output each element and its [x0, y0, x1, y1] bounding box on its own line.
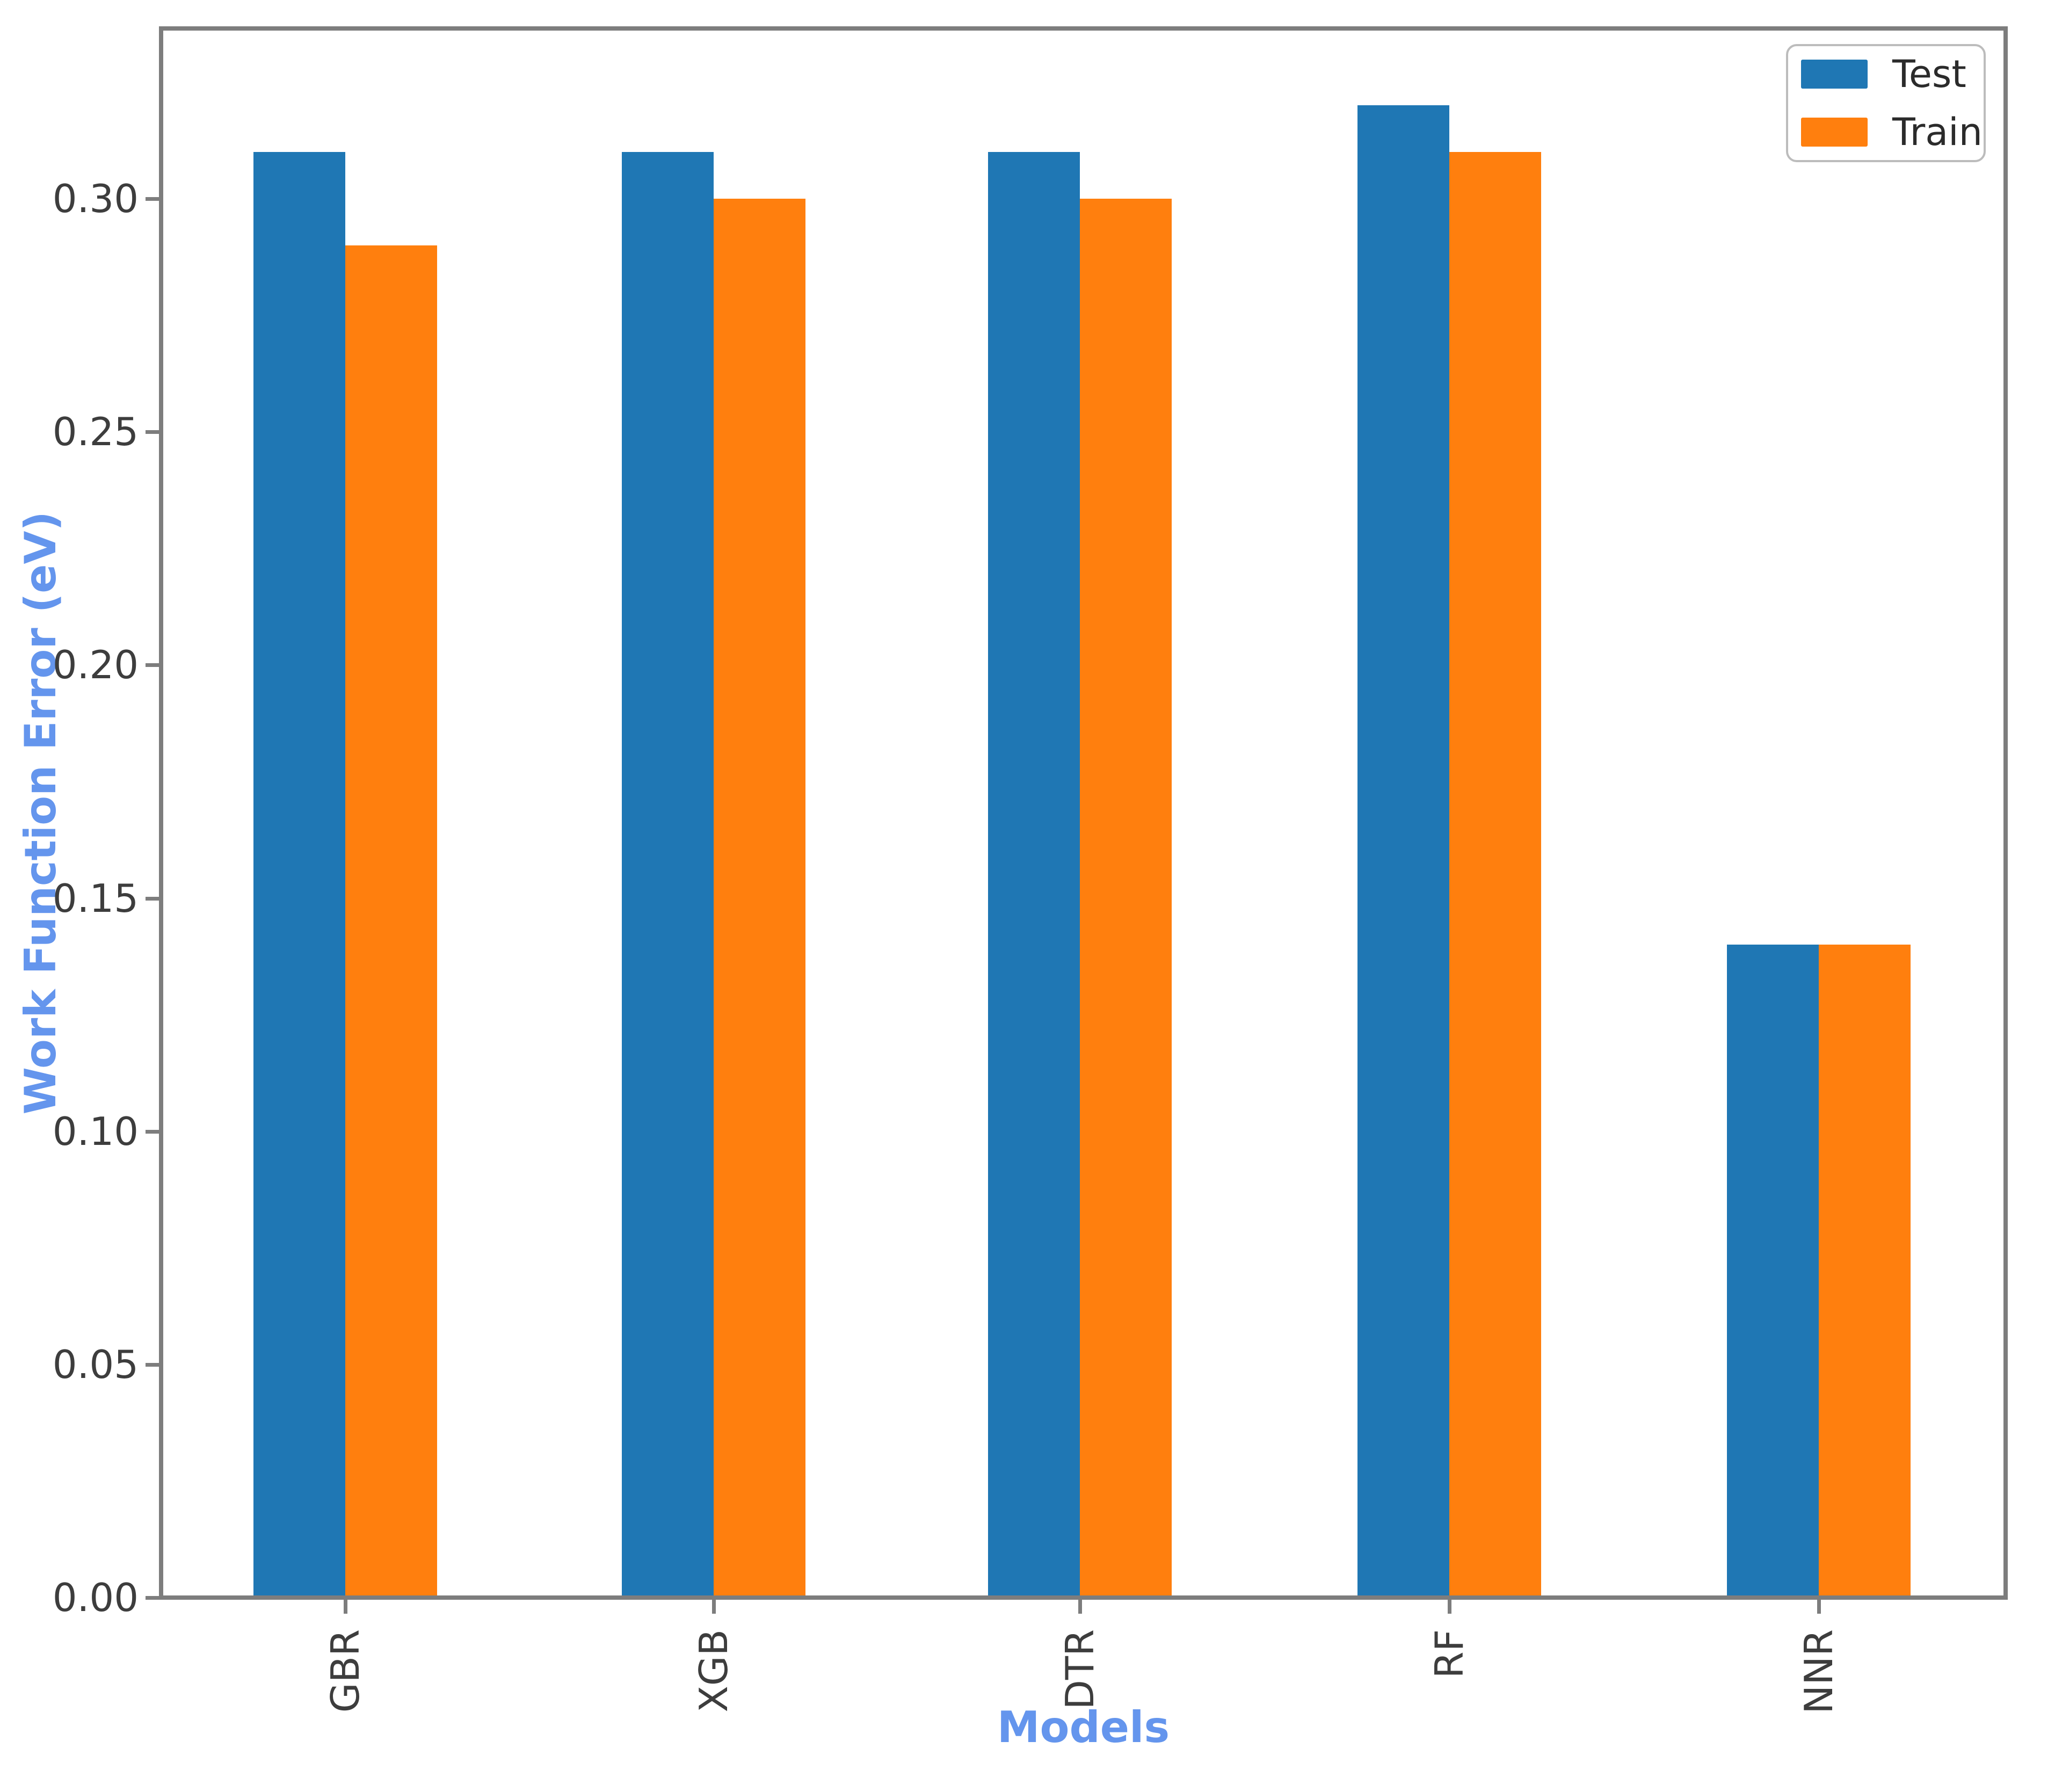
y-tick [146, 430, 159, 434]
y-tick-label: 0.00 [52, 1575, 139, 1620]
x-tick-label-nnr: NNR [1787, 1629, 1851, 1790]
bar-train-gbr [345, 245, 437, 1595]
y-axis-title: Work Function Error (eV) [15, 511, 66, 1115]
bar-test-nnr [1727, 945, 1819, 1595]
legend-row-test: Test [1801, 52, 1984, 96]
y-tick [146, 896, 159, 901]
y-tick-label: 0.05 [52, 1341, 139, 1387]
legend-swatch-test [1801, 60, 1868, 89]
y-tick [146, 1129, 159, 1134]
y-tick [146, 1362, 159, 1367]
legend-row-train: Train [1801, 110, 1984, 154]
bar-train-nnr [1819, 945, 1911, 1595]
x-tick [712, 1600, 716, 1614]
legend-label-test: Test [1892, 52, 1966, 96]
x-tick-label-text: XGB [691, 1629, 736, 1713]
x-tick-label-text: GBR [323, 1629, 368, 1713]
x-tick [344, 1600, 347, 1614]
legend-swatch-train [1801, 118, 1868, 147]
y-tick-label: 0.25 [52, 409, 139, 455]
bar-train-rf [1449, 152, 1541, 1595]
y-tick-label: 0.10 [52, 1108, 139, 1154]
x-tick-label-text: DTR [1057, 1629, 1102, 1710]
x-tick-label-gbr: GBR [313, 1629, 377, 1790]
y-tick [146, 197, 159, 201]
x-tick-label-rf: RF [1417, 1629, 1482, 1790]
y-tick-label: 0.30 [52, 176, 139, 222]
legend-label-train: Train [1892, 110, 1983, 154]
y-tick-label: 0.15 [52, 875, 139, 921]
bar-test-dtr [988, 152, 1080, 1595]
y-tick [146, 663, 159, 668]
bar-test-gbr [253, 152, 345, 1595]
x-axis-title: Models [997, 1702, 1170, 1752]
x-tick-label-text: NNR [1796, 1629, 1841, 1714]
y-tick [146, 1596, 159, 1600]
legend: Test Train [1786, 44, 1986, 162]
bar-train-xgb [714, 199, 805, 1595]
bar-test-rf [1357, 105, 1449, 1595]
x-tick [1817, 1600, 1821, 1614]
x-tick-label-xgb: XGB [681, 1629, 746, 1790]
x-tick-label-dtr: DTR [1048, 1629, 1112, 1790]
x-tick [1078, 1600, 1082, 1614]
x-tick [1448, 1600, 1451, 1614]
x-tick-label-text: RF [1427, 1629, 1472, 1679]
bar-train-dtr [1080, 199, 1172, 1595]
y-tick-label: 0.20 [52, 642, 139, 688]
bar-test-xgb [622, 152, 714, 1595]
